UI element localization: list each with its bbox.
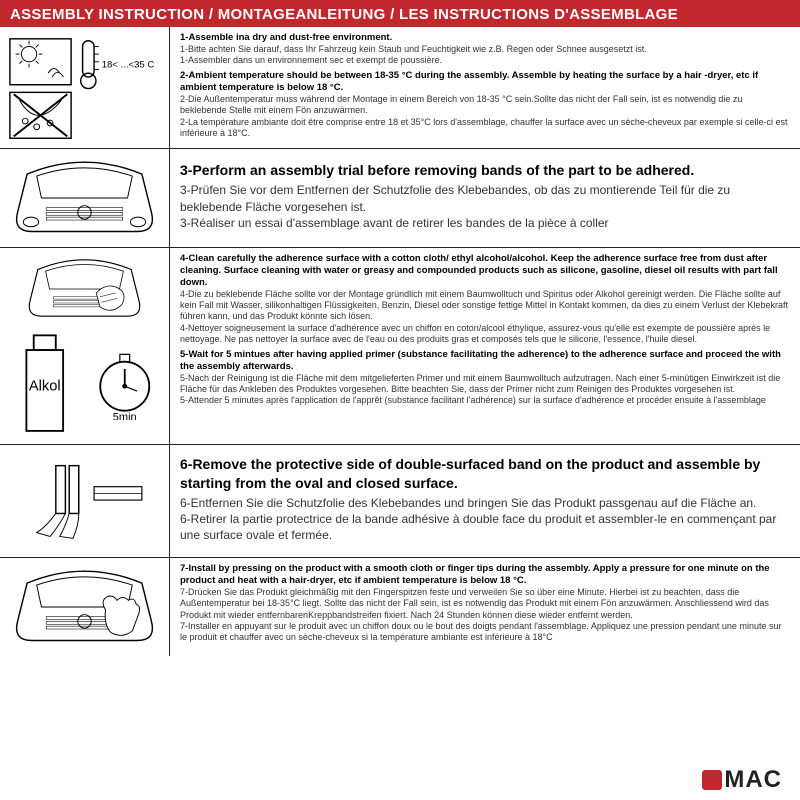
icon-cell-car (0, 149, 170, 247)
instruction-row: Alkol 5min 4-Clean carefully the adheren… (0, 248, 800, 445)
car-clean-icon (8, 254, 161, 324)
brand-logo: MAC (702, 766, 782, 794)
instruction-row: 18< ...<35 C 1-Assemble ina dry and dust… (0, 27, 800, 149)
footer: MAC (0, 762, 800, 800)
step-heading: 5-Wait for 5 mintues after having applie… (180, 349, 790, 373)
instruction-rows: 18< ...<35 C 1-Assemble ina dry and dust… (0, 27, 800, 762)
bottle-label: Alkol (29, 379, 61, 395)
timer-label: 5min (112, 411, 136, 420)
instruction-row: 6-Remove the protective side of double-s… (0, 445, 800, 558)
step-heading: 4-Clean carefully the adherence surface … (180, 253, 790, 289)
header-title: ASSEMBLY INSTRUCTION / MONTAGEANLEITUNG … (10, 6, 678, 23)
text-cell: 7-Install by pressing on the product wit… (170, 558, 800, 656)
temp-icon: 18< ...<35 C (8, 35, 161, 140)
step-block: 7-Install by pressing on the product wit… (180, 563, 790, 643)
step-de: 1-Bitte achten Sie darauf, dass Ihr Fahr… (180, 44, 790, 55)
car-press-icon (8, 564, 161, 650)
step-heading: 6-Remove the protective side of double-s… (180, 455, 790, 491)
logo-mark-icon (702, 770, 722, 790)
tape-icon (8, 458, 161, 544)
step-block: 3-Perform an assembly trial before remov… (180, 161, 790, 231)
step-heading: 7-Install by pressing on the product wit… (180, 563, 790, 587)
step-fr: 7-Installer en appuyant sur le produit a… (180, 621, 790, 644)
text-cell: 3-Perform an assembly trial before remov… (170, 149, 800, 247)
icon-cell-press (0, 558, 170, 656)
step-fr: 4-Nettoyer soigneusement la surface d'ad… (180, 323, 790, 346)
step-block: 5-Wait for 5 mintues after having applie… (180, 349, 790, 407)
step-fr: 3-Réaliser un essai d'assemblage avant d… (180, 215, 790, 231)
step-fr: 6-Retirer la partie protectrice de la ba… (180, 511, 790, 543)
temp-range-label: 18< ...<35 C (102, 59, 155, 70)
step-block: 2-Ambient temperature should be between … (180, 70, 790, 139)
instruction-row: 3-Perform an assembly trial before remov… (0, 149, 800, 248)
step-fr: 2-La température ambiante doit être comp… (180, 117, 790, 140)
bottle-icon: Alkol (8, 328, 82, 438)
step-fr: 1-Assembler dans un environnement sec et… (180, 55, 790, 66)
step-block: 1-Assemble ina dry and dust-free environ… (180, 32, 790, 66)
step-de: 7-Drücken Sie das Produkt gleichmäßig mi… (180, 587, 790, 621)
page-header: ASSEMBLY INSTRUCTION / MONTAGEANLEITUNG … (0, 0, 800, 27)
step-de: 2-Die Außentemperatur muss während der M… (180, 94, 790, 117)
instruction-row: 7-Install by pressing on the product wit… (0, 558, 800, 656)
icon-cell-temp: 18< ...<35 C (0, 27, 170, 148)
step-heading: 3-Perform an assembly trial before remov… (180, 161, 790, 179)
step-fr: 5-Attender 5 minutes après l'application… (180, 395, 790, 406)
step-block: 4-Clean carefully the adherence surface … (180, 253, 790, 345)
step-de: 6-Entfernen Sie die Schutzfolie des Kleb… (180, 495, 790, 511)
step-de: 3-Prüfen Sie vor dem Entfernen der Schut… (180, 182, 790, 214)
logo-text: MAC (724, 766, 782, 794)
step-heading: 2-Ambient temperature should be between … (180, 70, 790, 94)
text-cell: 4-Clean carefully the adherence surface … (170, 248, 800, 444)
text-cell: 6-Remove the protective side of double-s… (170, 445, 800, 557)
text-cell: 1-Assemble ina dry and dust-free environ… (170, 27, 800, 148)
icon-cell-tape (0, 445, 170, 557)
icon-cell-clean: Alkol 5min (0, 248, 170, 444)
step-de: 4-Die zu beklebende Fläche sollte vor de… (180, 289, 790, 323)
step-block: 6-Remove the protective side of double-s… (180, 455, 790, 543)
timer-icon: 5min (88, 347, 162, 421)
step-heading: 1-Assemble ina dry and dust-free environ… (180, 32, 790, 44)
step-de: 5-Nach der Reinigung ist die Fläche mit … (180, 373, 790, 396)
car-front-icon (8, 155, 161, 241)
